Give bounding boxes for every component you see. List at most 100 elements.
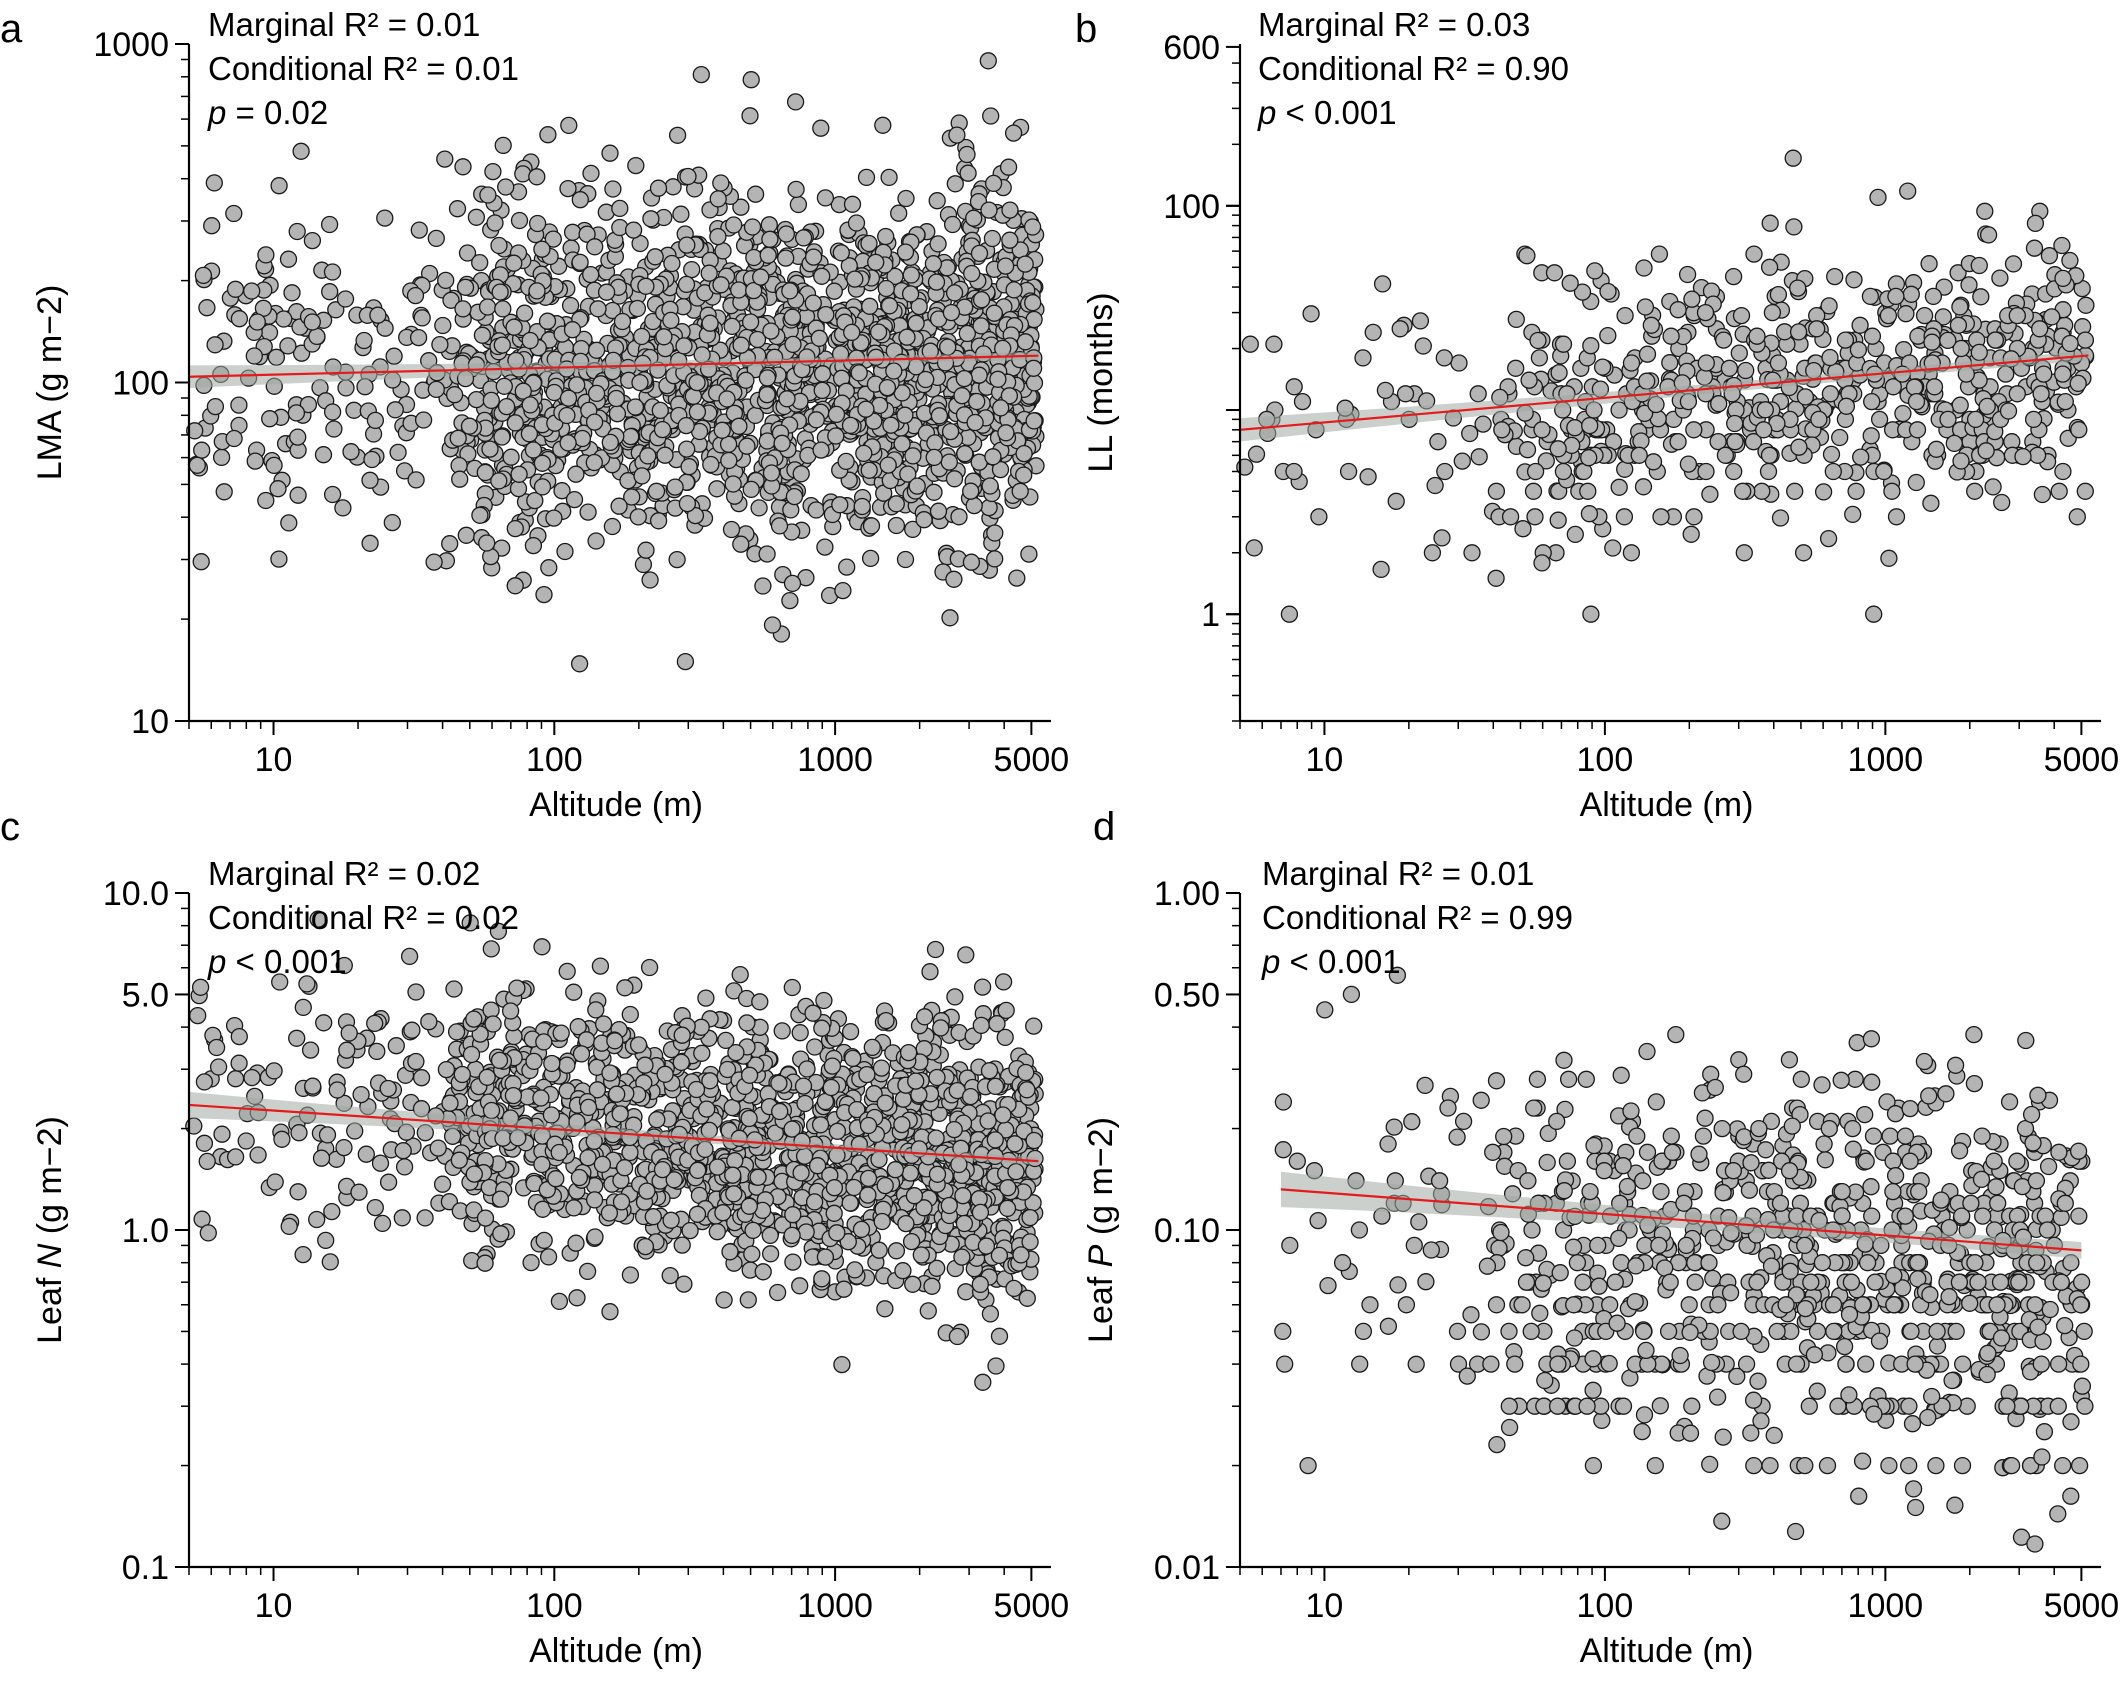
data-point [928,1165,947,1183]
data-point [897,189,915,208]
data-point [749,1168,767,1186]
data-point [754,1263,772,1281]
data-point [932,1019,950,1037]
data-point [816,538,834,556]
data-point [777,225,795,243]
data-point [437,1060,456,1079]
y-tick-label: 1000 [93,26,169,64]
data-point [1604,539,1622,557]
y-tick-label: 10.0 [103,875,169,913]
data-point [565,983,583,1001]
p-value: p < 0.001 [1257,94,1397,131]
data-point [876,1176,894,1195]
data-point [941,609,959,627]
data-point [603,517,622,536]
data-point [1732,306,1751,325]
data-point [1533,554,1551,572]
data-point [656,446,674,464]
data-point [926,434,944,452]
data-point [1007,1162,1025,1181]
data-point [586,238,604,256]
data-point [1616,460,1634,478]
data-point [791,1024,809,1042]
data-point [509,479,528,498]
data-point [457,526,475,544]
data-point [1847,482,1865,500]
data-point [2077,296,2095,314]
data-point [791,1277,809,1295]
p-symbol: p [207,94,226,131]
data-point [1769,354,1788,372]
data-point [478,534,496,552]
data-point [761,1245,780,1263]
data-point [668,550,686,569]
data-point [579,1149,597,1167]
data-point [312,1149,331,1167]
data-point [1450,354,1468,372]
data-point [1339,462,1358,481]
data-point [639,447,657,465]
data-point [407,471,425,489]
data-point [816,1248,835,1266]
data-point [288,1029,306,1047]
data-point [379,1079,397,1098]
data-point [524,536,543,555]
y-axis-label: LL (months) [1082,292,1120,472]
data-point [1612,1066,1630,1084]
data-point [1984,478,2002,496]
data-point [471,253,489,272]
data-point [1017,1063,1035,1082]
data-point [746,406,764,425]
data-point [778,390,796,408]
data-point [1844,505,1862,524]
data-point [825,1179,844,1197]
data-point [924,255,943,273]
data-point [887,1242,906,1260]
data-point [837,452,855,471]
data-point [287,404,306,422]
data-point [198,1152,216,1171]
data-point [338,1041,356,1059]
data-point [983,229,1002,248]
data-point [1364,323,1382,342]
data-point [533,938,551,956]
data-point [467,208,486,226]
data-point [1951,396,1969,414]
data-point [725,216,743,234]
data-point [225,204,243,223]
data-point [855,444,873,463]
conditional-r2: Conditional R² = 0.01 [208,50,519,87]
data-point [945,570,963,588]
y-tick-label: 1 [1201,596,1220,634]
data-point [1487,569,1505,587]
data-point [750,499,768,517]
data-point [383,513,401,532]
p-symbol: p [1257,94,1276,131]
data-point [535,585,553,604]
data-point [1280,605,1299,623]
data-point [567,465,585,483]
data-point [571,191,589,209]
data-point [615,1159,634,1177]
data-point [656,1065,674,1083]
data-point [2028,446,2047,464]
data-point [429,1139,447,1157]
data-point [893,435,911,453]
marginal-r2: Marginal R² = 0.02 [208,855,480,892]
data-point [688,1205,707,1223]
data-point [1999,402,2018,420]
data-point [1274,1322,1292,1341]
data-point [510,465,528,483]
y-tick-label: 600 [1163,29,1220,67]
data-point [896,406,914,424]
data-point [1923,333,1941,351]
data-point [972,317,990,335]
data-point [1379,1135,1397,1153]
data-point [1753,482,1771,500]
data-point [945,1120,963,1139]
data-point [746,185,765,203]
data-point [651,401,669,420]
data-point [741,107,759,125]
data-point [634,555,653,574]
data-point [560,116,578,135]
